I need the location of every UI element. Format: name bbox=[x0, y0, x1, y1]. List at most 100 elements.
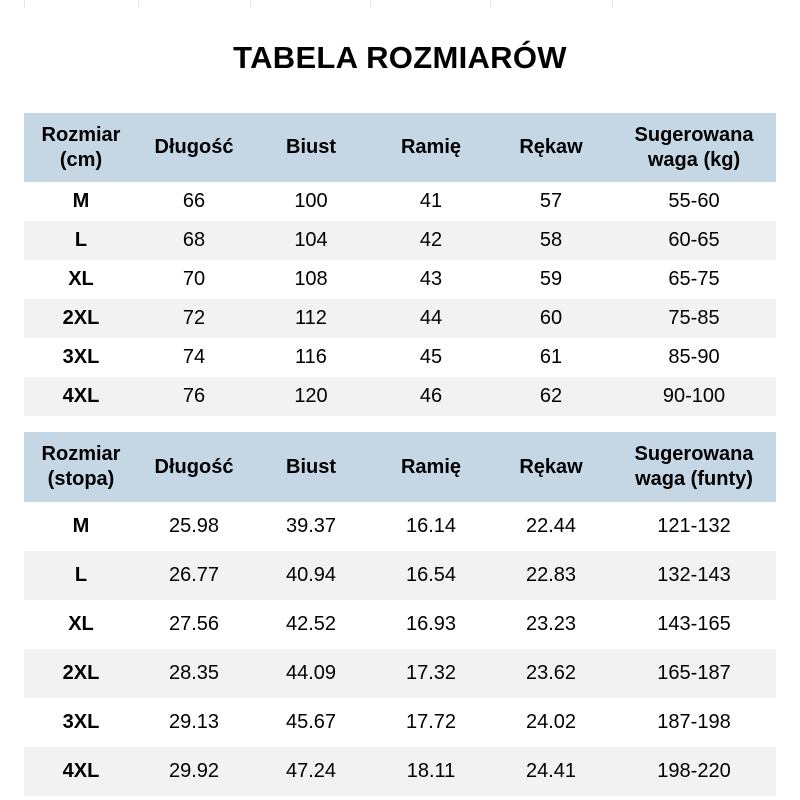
table-cell: 17.32 bbox=[372, 649, 490, 698]
size-label: 3XL bbox=[62, 711, 100, 733]
table-row: 4XL 29.92 47.24 18.11 24.41 198-220 bbox=[24, 747, 776, 796]
size-label: 2XL bbox=[24, 299, 138, 338]
table-cell: 57 bbox=[539, 190, 563, 212]
grid-line bbox=[250, 0, 251, 8]
grid-line bbox=[370, 0, 371, 8]
column-header: Biust bbox=[250, 432, 372, 502]
table-row: 2XL 72 112 44 60 75-85 bbox=[24, 299, 776, 338]
table-cell: 46 bbox=[372, 377, 490, 416]
column-header: Rozmiar (stopa) bbox=[24, 432, 138, 502]
table-cell: 27.56 bbox=[168, 613, 220, 635]
table-row: L 68 104 42 58 60-65 bbox=[24, 221, 776, 260]
table-cell: 16.54 bbox=[372, 551, 490, 600]
table-cell: 143-165 bbox=[657, 613, 731, 635]
table-cell: 45 bbox=[419, 346, 443, 368]
table-cell: 60-65 bbox=[612, 221, 776, 260]
table-row: M 66 100 41 57 55-60 bbox=[24, 182, 776, 221]
table-row: 4XL 76 120 46 62 90-100 bbox=[24, 377, 776, 416]
table-cell: 24.02 bbox=[525, 711, 577, 733]
table-cell: 42 bbox=[372, 221, 490, 260]
table-cell: 198-220 bbox=[612, 747, 776, 796]
size-label: XL bbox=[68, 613, 94, 635]
grid-line bbox=[612, 0, 613, 8]
table-cell: 22.83 bbox=[490, 551, 612, 600]
table-cell: 16.93 bbox=[405, 613, 457, 635]
table-cell: 68 bbox=[138, 221, 250, 260]
table-cell: 120 bbox=[250, 377, 372, 416]
size-label: XL bbox=[68, 268, 94, 290]
table-cell: 132-143 bbox=[612, 551, 776, 600]
column-header: Ramię bbox=[372, 113, 490, 182]
size-table-inches: Rozmiar (stopa) Długość Biust Ramię Rękaw Suge… bbox=[24, 432, 776, 796]
table-cell: 23.62 bbox=[490, 649, 612, 698]
column-header: Długość bbox=[138, 113, 250, 182]
column-header: Ramię bbox=[372, 432, 490, 502]
grid-line bbox=[24, 0, 25, 8]
table-cell: 74 bbox=[182, 346, 206, 368]
table-cell: 17.72 bbox=[405, 711, 457, 733]
table-cell: 22.44 bbox=[525, 515, 577, 537]
table-cell: 75-85 bbox=[612, 299, 776, 338]
table-cell: 76 bbox=[138, 377, 250, 416]
size-table-cm: Rozmiar (cm) Długość Biust Ramię Rękaw Sugerow… bbox=[24, 113, 776, 416]
table-cell: 25.98 bbox=[168, 515, 220, 537]
table-cell: 26.77 bbox=[138, 551, 250, 600]
table-cell: 85-90 bbox=[668, 346, 720, 368]
column-header: Rozmiar (cm) bbox=[24, 113, 138, 182]
size-label: M bbox=[72, 515, 90, 537]
table-cell: 41 bbox=[419, 190, 443, 212]
table-row: M 25.98 39.37 16.14 22.44 121-132 bbox=[24, 502, 776, 551]
table-cell: 16.14 bbox=[405, 515, 457, 537]
table-cell: 47.24 bbox=[250, 747, 372, 796]
column-header: Długość bbox=[138, 432, 250, 502]
table-cell: 44 bbox=[372, 299, 490, 338]
table-cell: 187-198 bbox=[657, 711, 731, 733]
size-label: L bbox=[24, 551, 138, 600]
column-header: Rękaw bbox=[490, 113, 612, 182]
table-cell: 23.23 bbox=[525, 613, 577, 635]
size-label: 4XL bbox=[24, 747, 138, 796]
table-cell: 165-187 bbox=[612, 649, 776, 698]
table-cell: 18.11 bbox=[372, 747, 490, 796]
table-cell: 59 bbox=[539, 268, 563, 290]
column-header: Sugerowana waga (kg) bbox=[612, 113, 776, 182]
table-cell: 72 bbox=[138, 299, 250, 338]
table-cell: 62 bbox=[490, 377, 612, 416]
table-cell: 66 bbox=[182, 190, 206, 212]
table-cell: 28.35 bbox=[138, 649, 250, 698]
column-header: Rękaw bbox=[490, 432, 612, 502]
table-cell: 29.92 bbox=[138, 747, 250, 796]
table-cell: 116 bbox=[295, 346, 327, 368]
table-cell: 40.94 bbox=[250, 551, 372, 600]
column-header: Sugerowana waga (funty) bbox=[612, 432, 776, 502]
column-header: Biust bbox=[250, 113, 372, 182]
table-cell: 39.37 bbox=[285, 515, 337, 537]
table-cell: 29.13 bbox=[168, 711, 220, 733]
table-row: XL 70 108 43 59 65-75 bbox=[24, 260, 776, 299]
table-cell: 58 bbox=[490, 221, 612, 260]
size-label: 2XL bbox=[24, 649, 138, 698]
header-row: Rozmiar (cm) Długość Biust Ramię Rękaw Sugerow… bbox=[24, 113, 776, 182]
table-cell: 44.09 bbox=[250, 649, 372, 698]
grid-line bbox=[138, 0, 139, 8]
size-label: L bbox=[24, 221, 138, 260]
table-cell: 61 bbox=[539, 346, 563, 368]
size-label: 4XL bbox=[24, 377, 138, 416]
header-row: Rozmiar (stopa) Długość Biust Ramię Rękaw Suge… bbox=[24, 432, 776, 502]
table-cell: 65-75 bbox=[668, 268, 720, 290]
table-cell: 112 bbox=[250, 299, 372, 338]
table-cell: 121-132 bbox=[657, 515, 731, 537]
table-row: L 26.77 40.94 16.54 22.83 132-143 bbox=[24, 551, 776, 600]
table-row: 3XL 29.13 45.67 17.72 24.02 187-198 bbox=[24, 698, 776, 747]
table-cell: 24.41 bbox=[490, 747, 612, 796]
table-cell: 104 bbox=[250, 221, 372, 260]
size-label: M bbox=[72, 190, 90, 212]
size-label: 3XL bbox=[62, 346, 100, 368]
table-cell: 70 bbox=[182, 268, 206, 290]
table-cell: 42.52 bbox=[285, 613, 337, 635]
table-cell: 43 bbox=[419, 268, 443, 290]
page-title: TABELA ROZMIARÓW bbox=[233, 40, 567, 75]
table-cell: 45.67 bbox=[285, 711, 337, 733]
table-row: 2XL 28.35 44.09 17.32 23.62 165-187 bbox=[24, 649, 776, 698]
table-cell: 55-60 bbox=[668, 190, 720, 212]
